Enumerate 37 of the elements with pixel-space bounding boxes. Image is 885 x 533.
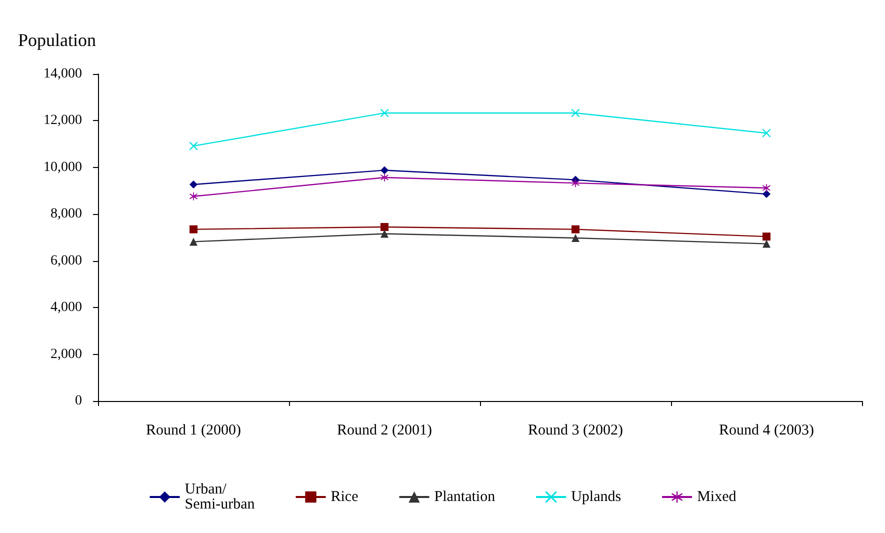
y-tick-label: 2,000 [50,346,82,362]
point [190,180,198,188]
x-tick-label: Round 1 (2000) [146,422,241,438]
legend-label: Mixed [697,489,737,505]
point [380,230,388,238]
point [762,232,770,241]
y-tick-label: 0 [75,394,82,408]
point [190,238,198,246]
point [762,184,770,192]
point [380,109,388,118]
x-tick-label: Round 2 (2001) [337,422,432,438]
y-tick-label: 4,000 [50,300,82,316]
y-tick-label: 12,000 [44,113,82,128]
y-tick-label: 14,000 [44,66,82,82]
point [380,173,388,182]
point [762,240,770,248]
legend-label: Urban/ Semi-urban [184,482,256,512]
y-axis-title: Population [18,30,96,50]
point [572,234,580,242]
y-tick-label: 10,000 [44,160,82,175]
point [572,225,580,234]
point [572,109,580,118]
y-tick-label: 8,000 [50,206,82,222]
legend-label: Rice [330,489,359,505]
point [762,129,770,138]
point [572,179,580,188]
point [190,192,198,200]
point [190,225,198,234]
x-tick-label: Round 3 (2002) [528,422,623,438]
point [380,222,388,231]
y-tick-label: 6,000 [50,253,82,268]
point [762,190,770,198]
point [190,142,198,150]
x-tick-label: Round 4 (2003) [719,422,814,438]
legend-label: Uplands [571,489,622,505]
point [380,166,388,174]
legend-label: Plantation [434,489,496,505]
